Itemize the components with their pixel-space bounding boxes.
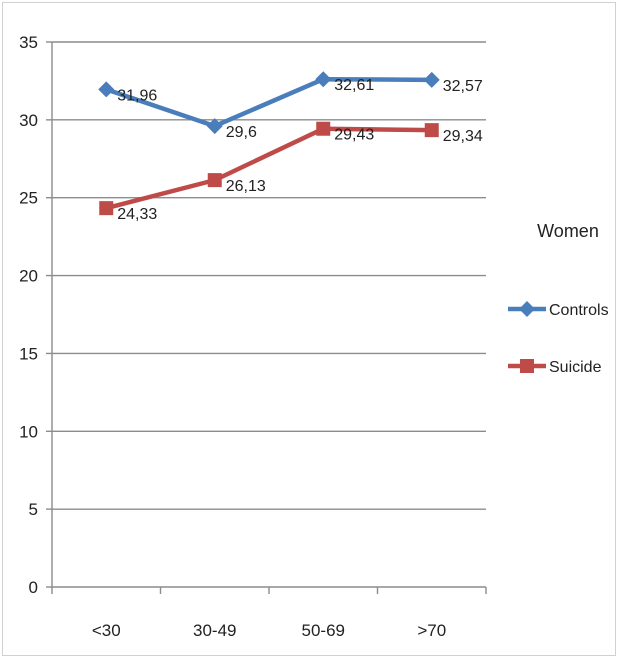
x-tick-label: 30-49 xyxy=(193,621,236,640)
data-label: 32,61 xyxy=(334,77,374,94)
y-tick-label: 25 xyxy=(19,189,38,208)
legend-item-suicide: Suicide xyxy=(508,359,602,376)
square-marker xyxy=(99,201,114,216)
data-label: 32,57 xyxy=(443,78,483,95)
x-tick-label: 50-69 xyxy=(302,621,345,640)
series-layer: 31,96 29,6 32,61 32,57 24,33 26,13 29,43 29,34 xyxy=(98,71,483,223)
x-axis: <30 30-49 50-69 >70 xyxy=(51,586,487,640)
x-tick-label: <30 xyxy=(92,621,121,640)
data-label: 29,6 xyxy=(226,124,257,141)
square-marker xyxy=(424,123,439,138)
y-tick-label: 5 xyxy=(29,500,38,519)
y-tick-label: 30 xyxy=(19,111,38,130)
y-tick-label: 10 xyxy=(19,422,38,441)
series-controls: 31,96 29,6 32,61 32,57 xyxy=(98,71,483,141)
diamond-marker xyxy=(315,71,332,88)
square-marker xyxy=(207,173,222,188)
data-label: 24,33 xyxy=(117,206,157,223)
y-tick-label: 20 xyxy=(19,267,38,286)
diamond-marker xyxy=(423,71,440,88)
y-tick-label: 35 xyxy=(19,33,38,52)
diamond-marker xyxy=(519,301,535,317)
legend-item-controls: Controls xyxy=(508,301,609,319)
square-marker xyxy=(520,359,534,373)
y-tick-label: 15 xyxy=(19,344,38,363)
legend-label: Controls xyxy=(549,302,609,319)
series-line xyxy=(105,126,432,211)
legend: Women Controls Suicide xyxy=(508,221,609,376)
data-label: 29,43 xyxy=(334,127,374,144)
diamond-marker xyxy=(98,81,115,98)
diamond-marker xyxy=(206,118,223,135)
legend-label: Suicide xyxy=(549,359,602,376)
legend-title: Women xyxy=(537,221,599,241)
data-label: 26,13 xyxy=(226,178,266,195)
y-tick-label: 0 xyxy=(29,578,38,597)
y-axis: 0 5 10 15 20 25 30 35 xyxy=(19,33,53,597)
gridlines xyxy=(52,41,486,510)
square-marker xyxy=(316,121,331,136)
series-suicide: 24,33 26,13 29,43 29,34 xyxy=(99,121,483,223)
data-label: 31,96 xyxy=(117,87,157,104)
x-tick-label: >70 xyxy=(417,621,446,640)
series-line xyxy=(105,76,432,129)
data-label: 29,34 xyxy=(443,128,483,145)
